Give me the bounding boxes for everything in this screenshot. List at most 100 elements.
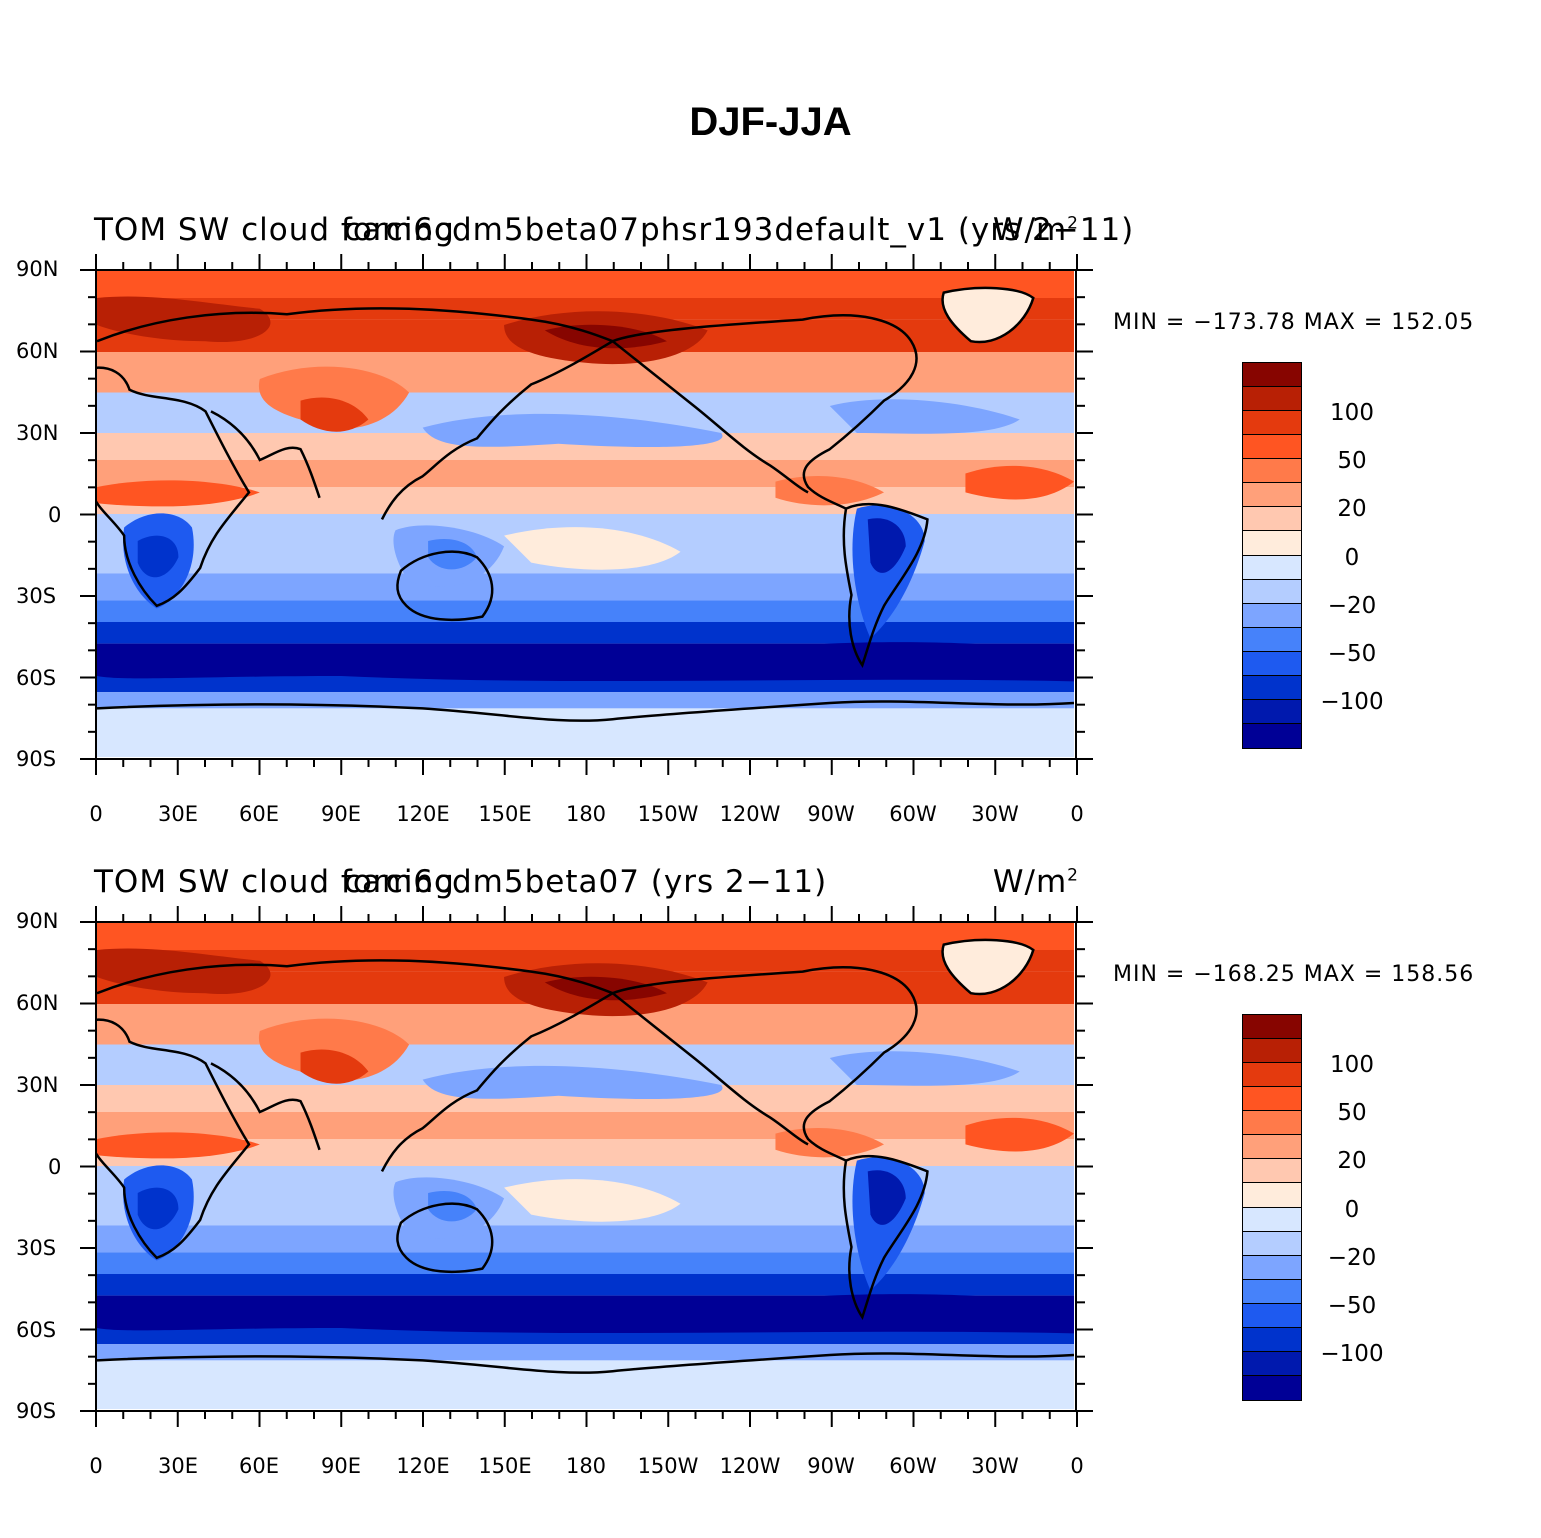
x-tick-label: 90E [321,1454,361,1478]
coastline-segment [97,1020,249,1258]
colorbar-segment [1243,1135,1301,1160]
y-tick-label: 0 [48,1155,62,1179]
contour-band [97,950,1074,972]
coastline-segment [943,940,1034,994]
contour-band [97,923,1074,950]
units-label: W/m2 [992,212,1079,248]
colorbar-segment [1243,699,1301,724]
coastline-segment [382,993,613,1171]
colorbar-segment [1243,435,1301,460]
x-tick-label: 0 [1070,1454,1084,1478]
y-tick-label: 90S [16,1399,57,1423]
x-tick-label: 30W [971,1454,1019,1478]
colorbar-label: 20 [1337,1148,1367,1174]
colorbar-segment [1243,603,1301,628]
contour-patch [137,535,179,578]
contour-band [97,1344,1074,1361]
x-tick-label: 0 [1070,802,1084,826]
colorbar-label: 100 [1330,400,1374,426]
colorbar-segment [1243,459,1301,484]
contour-patch [97,1294,1074,1334]
x-tick-label: 150E [478,1454,532,1478]
contour-patch [504,527,681,570]
panel-title: TOM SW cloud forcing cam6cdm5beta07 (yrs… [94,864,1079,914]
variable-label: TOM SW cloud forcing [94,864,455,900]
case-label: cam6cdm5beta07phsr193default_v1 (yrs 2−1… [344,212,1135,248]
colorbar-label: −100 [1320,689,1384,715]
contour-patch [942,287,1034,343]
contour-band [97,271,1074,298]
colorbar-segment [1243,1375,1301,1400]
y-tick-label: 90S [16,747,57,771]
x-tick-label: 60E [239,1454,279,1478]
x-tick-label: 120E [396,1454,450,1478]
colorbar-label: 0 [1344,1197,1360,1223]
x-tick-label: 90E [321,802,361,826]
colorbar-segment [1243,1327,1301,1352]
coastline-segment [97,701,1074,720]
x-tick-label: 0 [89,1454,103,1478]
y-tick-label: 90N [16,257,59,281]
coastline-segment [382,341,613,519]
contour-patch [775,1127,885,1158]
contour-band [97,487,1074,514]
map-plot-area [95,921,1077,1412]
y-tick-label: 90N [16,909,59,933]
coastline-segment [97,308,613,341]
coastline-segment [613,315,917,508]
y-tick-label: 30S [16,584,57,608]
min-max-label: MIN = −173.78 MAX = 152.05 [1113,310,1475,335]
contour-band [97,1274,1074,1296]
map-panel-2: TOM SW cloud forcing cam6cdm5beta07 (yrs… [0,864,1541,1504]
colorbar-segment [1243,1087,1301,1112]
x-tick-label: 120W [719,1454,781,1478]
contour-patch [300,1049,369,1084]
contour-band [97,1360,1074,1409]
x-tick-label: 30E [158,1454,198,1478]
y-tick-label: 60S [16,1318,57,1342]
coastline [97,940,1074,1373]
x-tick-label: 90W [807,1454,855,1478]
contour-patch [97,480,260,507]
contour-band [97,298,1074,320]
colorbar-label: −50 [1327,1293,1377,1319]
contour-patch [258,366,410,429]
figure-title: DJF-JJA [689,100,852,144]
x-tick-label: 180 [565,1454,607,1478]
contour-patch [300,397,369,432]
colorbar-label: 20 [1337,496,1367,522]
colorbar-segment [1243,1279,1301,1304]
contour-patch [97,1052,192,1078]
contour-band [97,1139,1074,1166]
colorbar-label: −100 [1320,1341,1384,1367]
contour-field [97,271,1074,757]
x-tick-label: 150W [637,1454,699,1478]
colorbar [1242,1014,1302,1401]
colorbar-segment [1243,555,1301,580]
colorbar-segment [1243,1351,1301,1376]
y-tick-label: 30N [16,421,59,445]
coastline-segment [211,1063,320,1149]
colorbar-segment [1243,1111,1301,1136]
coastline-segment [397,552,492,620]
x-tick-label: 150W [637,802,699,826]
contour-patch [965,465,1074,500]
colorbar [1242,362,1302,749]
colorbar-label: 100 [1330,1052,1374,1078]
colorbar-label: −20 [1327,593,1377,619]
coastline-segment [97,368,249,606]
variable-label: TOM SW cloud forcing [94,212,455,248]
min-max-label: MIN = −168.25 MAX = 158.56 [1113,962,1475,987]
colorbar-segment [1243,363,1301,388]
contour-patch [867,518,906,573]
colorbar-segment [1243,1039,1301,1064]
contour-patch [942,939,1034,995]
coastline-segment [97,1353,1074,1372]
y-tick-label: 60S [16,666,57,690]
contour-patch [965,1117,1074,1152]
x-tick-label: 150E [478,802,532,826]
coastline-segment [844,1156,928,1317]
contour-patch [97,1132,260,1159]
y-tick-label: 30N [16,1073,59,1097]
contour-band [97,573,1074,601]
